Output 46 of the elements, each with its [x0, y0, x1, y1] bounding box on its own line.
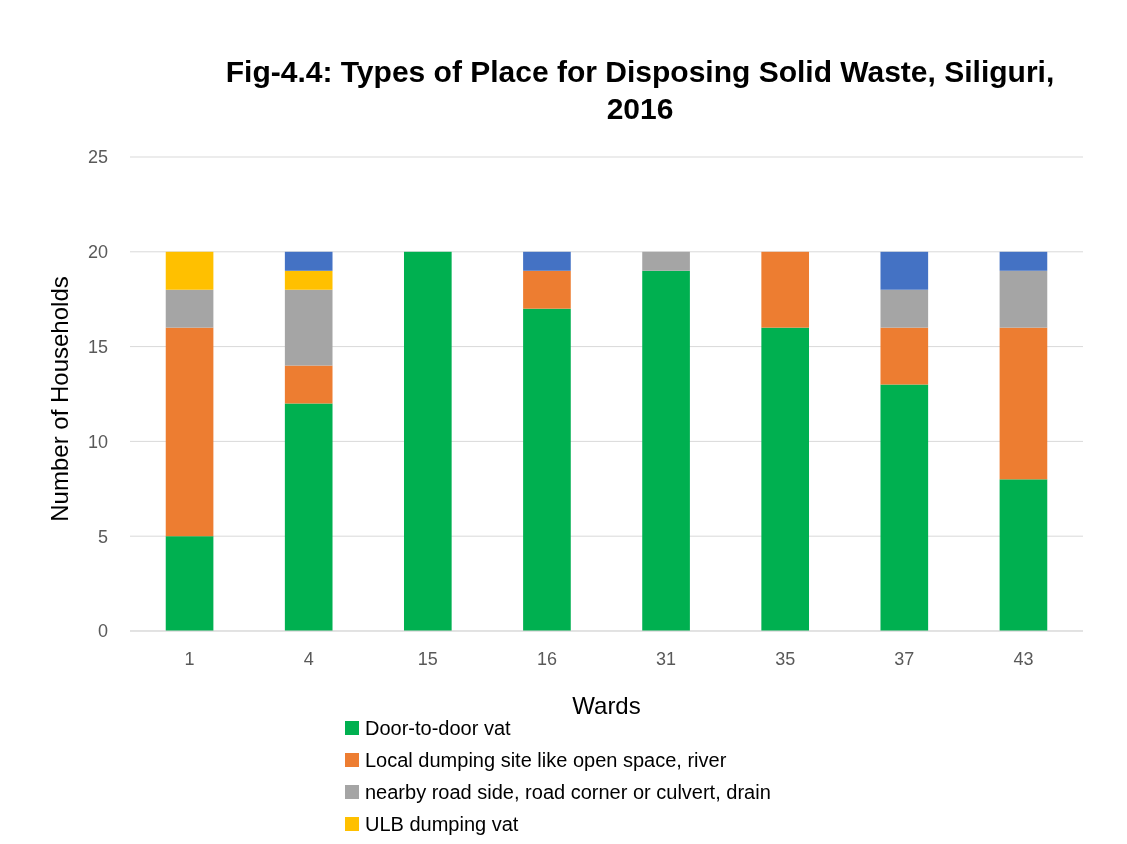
bar [165, 289, 214, 328]
x-tick-label: 15 [417, 649, 438, 669]
bar [761, 251, 810, 328]
bar [523, 308, 571, 631]
x-tick-label: 4 [303, 649, 314, 669]
bar [165, 327, 214, 537]
bar [403, 251, 452, 631]
bar [284, 289, 333, 366]
bar [523, 251, 571, 271]
bar [523, 270, 571, 309]
chart-title: Fig-4.4: Types of Place for Disposing Solid Waste, Siliguri, 2016 [225, 55, 1055, 125]
legend-label: Door-to-door vat [365, 717, 512, 739]
y-tick-label: 15 [87, 336, 108, 357]
x-tick-label: 1 [184, 649, 195, 669]
bar [999, 251, 1048, 271]
legend-label: nearby road side, road corner or culvert, drain [365, 781, 771, 803]
bar [880, 327, 929, 385]
x-tick-label: 16 [536, 649, 557, 669]
bar [642, 251, 690, 271]
x-tick-label: 43 [1013, 649, 1034, 669]
bar [284, 251, 333, 271]
bar [642, 270, 690, 631]
x-axis-title: Wards [572, 692, 641, 719]
bar [165, 536, 214, 631]
y-tick-label: 20 [87, 242, 108, 263]
bar [284, 403, 333, 631]
bar [284, 365, 333, 404]
bar [880, 384, 929, 631]
bar [165, 251, 214, 290]
y-tick-label: 10 [87, 431, 108, 452]
legend-label: Local dumping site like open space, river [365, 749, 727, 771]
bar [999, 327, 1048, 480]
y-tick-label: 25 [87, 147, 108, 168]
legend-label: ULB dumping vat [365, 813, 519, 835]
x-tick-label: 37 [894, 649, 915, 669]
x-tick-label: 31 [656, 649, 677, 669]
bar [284, 270, 333, 290]
bar [880, 251, 929, 290]
bar [880, 289, 929, 328]
y-tick-label: 5 [97, 526, 108, 547]
x-tick-label: 35 [775, 649, 796, 669]
bar [761, 327, 810, 631]
y-axis-title: Number of Households [46, 276, 73, 522]
bar [999, 479, 1048, 631]
bar [999, 270, 1048, 328]
y-tick-label: 0 [97, 621, 108, 642]
